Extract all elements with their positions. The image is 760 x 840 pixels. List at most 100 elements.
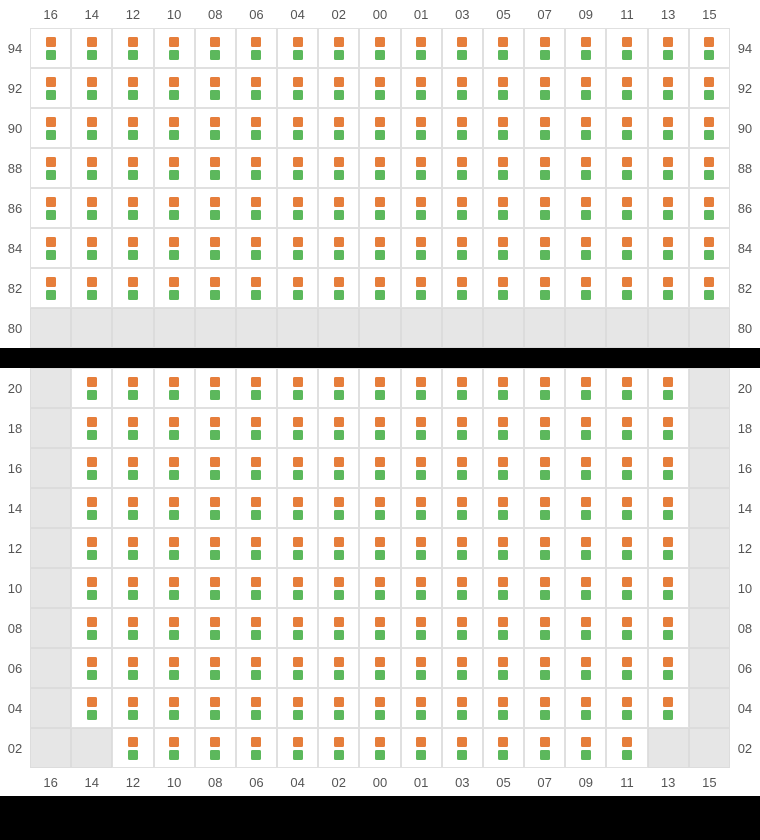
col-header-05: 05 [483, 768, 524, 796]
cell-82-02 [318, 268, 359, 308]
cell-08-14 [71, 608, 112, 648]
cell-06-00 [359, 648, 400, 688]
marker-top [498, 277, 508, 287]
marker-bottom [251, 710, 261, 720]
marker-top [334, 497, 344, 507]
marker-bottom [663, 210, 673, 220]
marker-bottom [251, 210, 261, 220]
marker-bottom [416, 290, 426, 300]
marker-bottom [169, 750, 179, 760]
marker-bottom [498, 290, 508, 300]
col-header-04: 04 [277, 0, 318, 28]
marker-top [375, 197, 385, 207]
cell-94-15 [689, 28, 730, 68]
marker-bottom [251, 130, 261, 140]
marker-bottom [87, 590, 97, 600]
cell-90-05 [483, 108, 524, 148]
cell-14-00 [359, 488, 400, 528]
cell-10-09 [565, 568, 606, 608]
marker-top [540, 37, 550, 47]
marker-bottom [128, 470, 138, 480]
cell-86-15 [689, 188, 730, 228]
row-label-right-06: 06 [730, 648, 760, 688]
cell-16-11 [606, 448, 647, 488]
cell-94-07 [524, 28, 565, 68]
cell-08-01 [401, 608, 442, 648]
marker-top [622, 117, 632, 127]
marker-top [581, 497, 591, 507]
cell-90-11 [606, 108, 647, 148]
marker-top [581, 37, 591, 47]
marker-bottom [457, 210, 467, 220]
marker-top [457, 37, 467, 47]
cell-02-05 [483, 728, 524, 768]
cell-90-13 [648, 108, 689, 148]
marker-top [540, 197, 550, 207]
marker-bottom [663, 290, 673, 300]
marker-top [498, 537, 508, 547]
cell-88-03 [442, 148, 483, 188]
cell-90-10 [154, 108, 195, 148]
cell-88-08 [195, 148, 236, 188]
cell-02-08 [195, 728, 236, 768]
cell-88-10 [154, 148, 195, 188]
cell-90-07 [524, 108, 565, 148]
marker-bottom [622, 510, 632, 520]
cell-14-02 [318, 488, 359, 528]
col-header-00: 00 [359, 768, 400, 796]
corner-spacer [730, 0, 760, 28]
marker-bottom [169, 210, 179, 220]
marker-top [375, 737, 385, 747]
marker-bottom [457, 550, 467, 560]
marker-top [293, 537, 303, 547]
cell-90-15 [689, 108, 730, 148]
marker-bottom [210, 710, 220, 720]
marker-top [293, 417, 303, 427]
cell-14-03 [442, 488, 483, 528]
marker-top [704, 77, 714, 87]
cell-82-16 [30, 268, 71, 308]
row-label-right-84: 84 [730, 228, 760, 268]
marker-bottom [375, 550, 385, 560]
marker-bottom [375, 210, 385, 220]
cell-94-02 [318, 28, 359, 68]
cell-80-01 [401, 308, 442, 348]
cell-90-00 [359, 108, 400, 148]
marker-bottom [293, 550, 303, 560]
marker-top [251, 537, 261, 547]
cell-84-08 [195, 228, 236, 268]
col-header-09: 09 [565, 768, 606, 796]
marker-bottom [498, 630, 508, 640]
cell-10-08 [195, 568, 236, 608]
cell-86-11 [606, 188, 647, 228]
marker-bottom [334, 210, 344, 220]
col-header-08: 08 [195, 0, 236, 28]
cell-94-01 [401, 28, 442, 68]
cell-04-03 [442, 688, 483, 728]
cell-80-11 [606, 308, 647, 348]
col-header-15: 15 [689, 0, 730, 28]
cell-86-03 [442, 188, 483, 228]
marker-bottom [334, 90, 344, 100]
marker-top [375, 457, 385, 467]
marker-top [293, 497, 303, 507]
cell-12-09 [565, 528, 606, 568]
marker-top [663, 577, 673, 587]
marker-top [416, 577, 426, 587]
marker-top [169, 197, 179, 207]
row-label-right-04: 04 [730, 688, 760, 728]
marker-bottom [87, 210, 97, 220]
col-header-16: 16 [30, 768, 71, 796]
marker-top [251, 697, 261, 707]
marker-bottom [169, 550, 179, 560]
marker-top [251, 377, 261, 387]
marker-top [498, 697, 508, 707]
marker-bottom [540, 170, 550, 180]
cell-90-04 [277, 108, 318, 148]
cell-86-10 [154, 188, 195, 228]
marker-top [540, 117, 550, 127]
marker-top [663, 497, 673, 507]
col-header-14: 14 [71, 768, 112, 796]
marker-bottom [334, 710, 344, 720]
cell-80-05 [483, 308, 524, 348]
